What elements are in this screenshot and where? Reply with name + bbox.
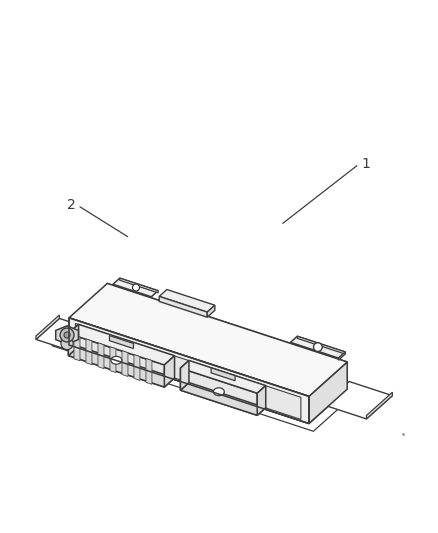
Polygon shape (211, 368, 235, 381)
Polygon shape (113, 278, 158, 297)
Polygon shape (180, 383, 265, 415)
Polygon shape (207, 305, 214, 317)
Polygon shape (68, 325, 174, 365)
Polygon shape (159, 296, 207, 317)
Polygon shape (366, 392, 392, 419)
Circle shape (64, 332, 70, 338)
Polygon shape (164, 356, 174, 387)
Polygon shape (68, 334, 164, 387)
Polygon shape (56, 326, 78, 344)
Polygon shape (180, 360, 188, 390)
Polygon shape (98, 343, 104, 369)
Polygon shape (120, 278, 158, 293)
Circle shape (61, 337, 73, 350)
Polygon shape (308, 362, 346, 424)
Polygon shape (109, 336, 133, 349)
Circle shape (132, 284, 139, 291)
Polygon shape (338, 352, 344, 360)
Ellipse shape (111, 357, 122, 364)
Polygon shape (110, 347, 116, 373)
Polygon shape (69, 318, 308, 424)
Ellipse shape (213, 388, 224, 395)
Polygon shape (69, 311, 346, 424)
Polygon shape (36, 318, 98, 352)
Polygon shape (180, 360, 265, 393)
Polygon shape (322, 382, 392, 419)
Polygon shape (107, 284, 346, 389)
Text: 2: 2 (67, 198, 75, 213)
Polygon shape (68, 325, 78, 356)
Polygon shape (68, 346, 174, 387)
Circle shape (60, 328, 74, 342)
Polygon shape (159, 289, 214, 312)
Text: 1: 1 (360, 157, 369, 171)
Polygon shape (122, 351, 127, 376)
Polygon shape (290, 336, 344, 358)
Polygon shape (36, 315, 59, 340)
Polygon shape (180, 368, 257, 415)
Polygon shape (69, 284, 346, 397)
Circle shape (313, 343, 321, 351)
Polygon shape (52, 305, 358, 431)
Polygon shape (74, 335, 80, 361)
Polygon shape (75, 324, 300, 419)
Polygon shape (145, 359, 152, 384)
Polygon shape (86, 339, 92, 365)
Polygon shape (297, 336, 344, 354)
Polygon shape (134, 354, 140, 381)
Polygon shape (257, 385, 265, 415)
